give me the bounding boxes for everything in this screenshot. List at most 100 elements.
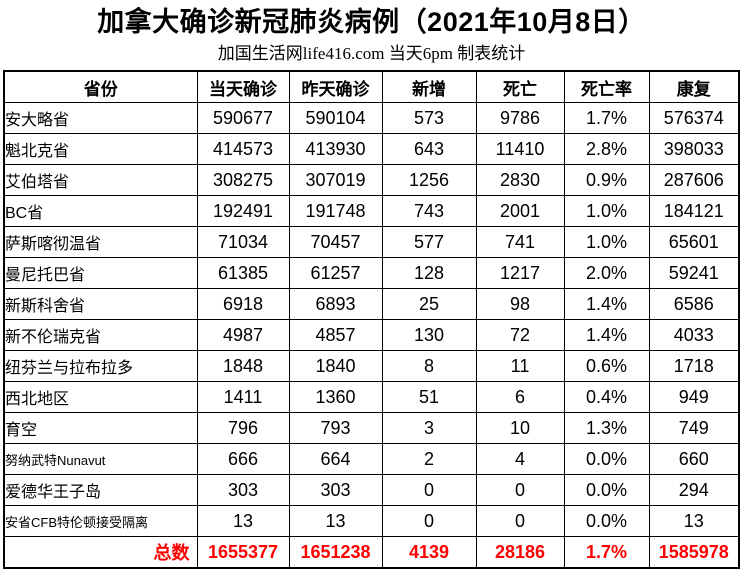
province-cell: 爱德华王子岛 xyxy=(3,474,198,506)
province-cell: 西北地区 xyxy=(3,381,198,413)
value-cell: 191748 xyxy=(288,195,383,227)
value-cell: 2830 xyxy=(475,164,565,196)
value-cell: 1585978 xyxy=(648,536,740,569)
value-cell: 6893 xyxy=(288,288,383,320)
value-cell: 590677 xyxy=(196,102,290,134)
value-cell: 51 xyxy=(381,381,477,413)
table-row: 魁北克省 414573 413930 643 11410 2.8% 398033 xyxy=(3,133,740,165)
value-cell: 1.7% xyxy=(563,102,650,134)
value-cell: 0 xyxy=(381,474,477,506)
value-cell: 1.7% xyxy=(563,536,650,569)
value-cell: 664 xyxy=(288,443,383,475)
value-cell: 1360 xyxy=(288,381,383,413)
table-row: 萨斯喀彻温省 71034 70457 577 741 1.0% 65601 xyxy=(3,226,740,258)
value-cell: 1840 xyxy=(288,350,383,382)
value-cell: 2.8% xyxy=(563,133,650,165)
province-cell: 新不伦瑞克省 xyxy=(3,319,198,351)
value-cell: 1.0% xyxy=(563,195,650,227)
table-row: 努纳武特Nunavut 666 664 2 4 0.0% 660 xyxy=(3,443,740,475)
value-cell: 8 xyxy=(381,350,477,382)
header-row: 省份 当天确诊 昨天确诊 新增 死亡 死亡率 康复 xyxy=(3,70,740,103)
table-body: 安大略省 590677 590104 573 9786 1.7% 576374 魁北克省 414… xyxy=(3,102,740,569)
table-row: 爱德华王子岛 303 303 0 0 0.0% 294 xyxy=(3,474,740,506)
value-cell: 130 xyxy=(381,319,477,351)
value-cell: 6586 xyxy=(648,288,740,320)
value-cell: 743 xyxy=(381,195,477,227)
value-cell: 6 xyxy=(475,381,565,413)
value-cell: 13 xyxy=(196,505,290,537)
value-cell: 1718 xyxy=(648,350,740,382)
value-cell: 1848 xyxy=(196,350,290,382)
value-cell: 1411 xyxy=(196,381,290,413)
value-cell: 4987 xyxy=(196,319,290,351)
value-cell: 0.0% xyxy=(563,505,650,537)
page-subtitle: 加国生活网life416.com 当天6pm 制表统计 xyxy=(217,44,526,63)
value-cell: 796 xyxy=(196,412,290,444)
value-cell: 0 xyxy=(381,505,477,537)
table-header: 省份 当天确诊 昨天确诊 新增 死亡 死亡率 康复 xyxy=(3,70,740,103)
value-cell: 28186 xyxy=(475,536,565,569)
col-header-recovered: 康复 xyxy=(648,70,740,103)
value-cell: 1651238 xyxy=(288,536,383,569)
value-cell: 184121 xyxy=(648,195,740,227)
value-cell: 2001 xyxy=(475,195,565,227)
value-cell: 6918 xyxy=(196,288,290,320)
value-cell: 666 xyxy=(196,443,290,475)
table-row: 曼尼托巴省 61385 61257 128 1217 2.0% 59241 xyxy=(3,257,740,289)
value-cell: 13 xyxy=(648,505,740,537)
value-cell: 1.4% xyxy=(563,319,650,351)
value-cell: 0.9% xyxy=(563,164,650,196)
table-row: 艾伯塔省 308275 307019 1256 2830 0.9% 287606 xyxy=(3,164,740,196)
value-cell: 72 xyxy=(475,319,565,351)
value-cell: 577 xyxy=(381,226,477,258)
province-cell: 魁北克省 xyxy=(3,133,198,165)
value-cell: 1655377 xyxy=(196,536,290,569)
value-cell: 660 xyxy=(648,443,740,475)
province-cell: 艾伯塔省 xyxy=(3,164,198,196)
table-row: 安大略省 590677 590104 573 9786 1.7% 576374 xyxy=(3,102,740,134)
value-cell: 9786 xyxy=(475,102,565,134)
value-cell: 643 xyxy=(381,133,477,165)
value-cell: 307019 xyxy=(288,164,383,196)
value-cell: 0 xyxy=(475,474,565,506)
value-cell: 1256 xyxy=(381,164,477,196)
value-cell: 13 xyxy=(288,505,383,537)
value-cell: 949 xyxy=(648,381,740,413)
province-cell: 安省CFB特伦顿接受隔离 xyxy=(3,505,198,537)
value-cell: 10 xyxy=(475,412,565,444)
province-cell: 新斯科舍省 xyxy=(3,288,198,320)
col-header-deaths: 死亡 xyxy=(475,70,565,103)
value-cell: 3 xyxy=(381,412,477,444)
value-cell: 11 xyxy=(475,350,565,382)
value-cell: 0.4% xyxy=(563,381,650,413)
value-cell: 413930 xyxy=(288,133,383,165)
value-cell: 4139 xyxy=(381,536,477,569)
value-cell: 590104 xyxy=(288,102,383,134)
value-cell: 11410 xyxy=(475,133,565,165)
value-cell: 1217 xyxy=(475,257,565,289)
table-row: 育空 796 793 3 10 1.3% 749 xyxy=(3,412,740,444)
value-cell: 287606 xyxy=(648,164,740,196)
value-cell: 4857 xyxy=(288,319,383,351)
value-cell: 25 xyxy=(381,288,477,320)
value-cell: 2 xyxy=(381,443,477,475)
value-cell: 65601 xyxy=(648,226,740,258)
value-cell: 0.6% xyxy=(563,350,650,382)
covid-stats-table: 省份 当天确诊 昨天确诊 新增 死亡 死亡率 康复 安大略省 590677 5901… xyxy=(3,70,740,569)
province-cell: 纽芬兰与拉布拉多 xyxy=(3,350,198,382)
value-cell: 294 xyxy=(648,474,740,506)
col-header-yesterday-confirmed: 昨天确诊 xyxy=(288,70,383,103)
value-cell: 0.0% xyxy=(563,474,650,506)
value-cell: 414573 xyxy=(196,133,290,165)
value-cell: 308275 xyxy=(196,164,290,196)
value-cell: 1.3% xyxy=(563,412,650,444)
value-cell: 4 xyxy=(475,443,565,475)
col-header-province: 省份 xyxy=(3,70,198,103)
value-cell: 4033 xyxy=(648,319,740,351)
value-cell: 2.0% xyxy=(563,257,650,289)
value-cell: 128 xyxy=(381,257,477,289)
value-cell: 70457 xyxy=(288,226,383,258)
province-cell: 育空 xyxy=(3,412,198,444)
value-cell: 0 xyxy=(475,505,565,537)
value-cell: 1.4% xyxy=(563,288,650,320)
